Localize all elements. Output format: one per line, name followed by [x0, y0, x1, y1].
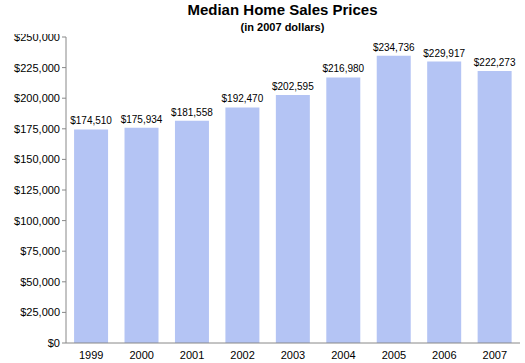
svg-text:2002: 2002 [230, 349, 254, 361]
svg-text:$192,470: $192,470 [222, 93, 264, 104]
svg-text:2000: 2000 [129, 349, 153, 361]
svg-text:1999: 1999 [79, 349, 103, 361]
svg-text:$150,000: $150,000 [14, 153, 60, 165]
html-text:Median Home Sales Prices: Median Home Sales Prices [187, 1, 378, 18]
svg-text:$200,000: $200,000 [14, 92, 60, 104]
svg-text:2005: 2005 [382, 349, 406, 361]
svg-text:$216,980: $216,980 [322, 63, 364, 74]
svg-text:2001: 2001 [180, 349, 204, 361]
svg-text:$50,000: $50,000 [20, 276, 60, 288]
svg-text:$234,736: $234,736 [373, 42, 415, 53]
svg-text:$229,917: $229,917 [423, 48, 465, 59]
svg-text:$202,595: $202,595 [272, 81, 314, 92]
svg-text:2006: 2006 [432, 349, 456, 361]
svg-text:2007: 2007 [483, 349, 507, 361]
svg-text:$225,000: $225,000 [14, 62, 60, 74]
svg-text:$125,000: $125,000 [14, 184, 60, 196]
svg-text:$0: $0 [48, 337, 60, 349]
html-text:(in 2007 dollars): (in 2007 dollars) [240, 21, 325, 33]
svg-text:$175,000: $175,000 [14, 123, 60, 135]
svg-text:$100,000: $100,000 [14, 215, 60, 227]
svg-text:$175,934: $175,934 [121, 114, 163, 125]
svg-text:$25,000: $25,000 [20, 306, 60, 318]
svg-text:$174,510: $174,510 [70, 115, 112, 126]
svg-text:2004: 2004 [331, 349, 355, 361]
svg-text:$75,000: $75,000 [20, 245, 60, 257]
svg-text:$222,273: $222,273 [474, 57, 516, 68]
svg-text:$181,558: $181,558 [171, 107, 213, 118]
svg-text:$250,000: $250,000 [14, 34, 60, 43]
svg-text:2003: 2003 [281, 349, 305, 361]
